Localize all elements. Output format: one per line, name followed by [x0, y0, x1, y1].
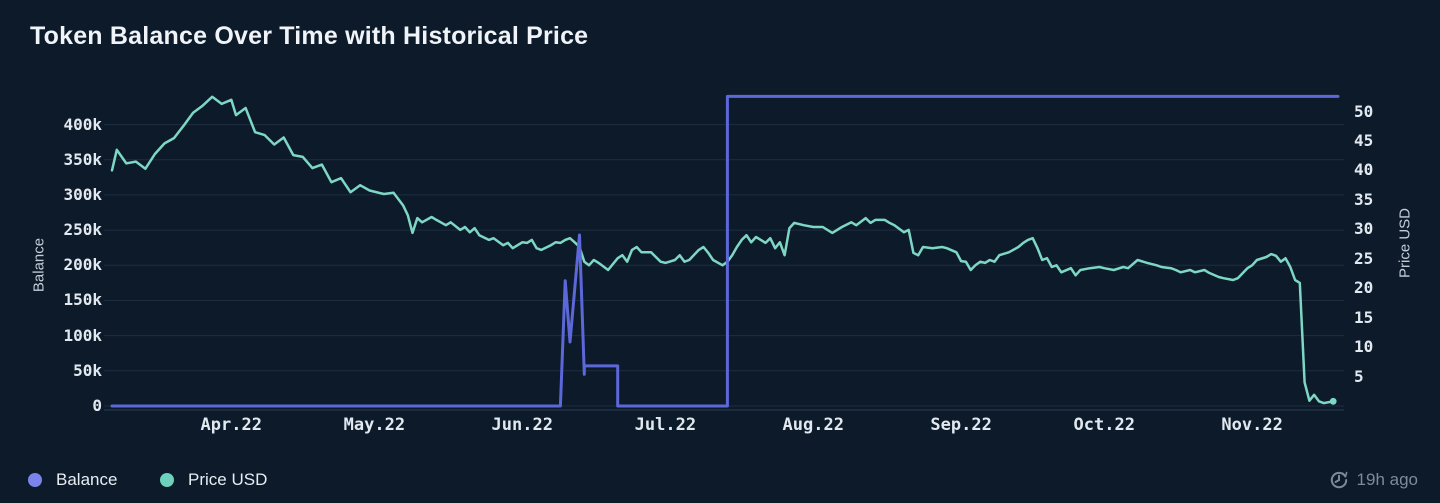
x-axis-tick: Sep.22: [930, 415, 992, 435]
y-axis-tick-left: 250k: [63, 220, 102, 240]
y-axis-tick-right: 35: [1354, 189, 1374, 209]
x-axis-tick: Jun.22: [491, 415, 553, 435]
price-usd-series-dot-icon: [160, 473, 174, 487]
y-axis-tick-right: 20: [1354, 278, 1374, 298]
y-axis-tick-left: 100k: [63, 325, 102, 345]
x-axis-tick: May.22: [343, 415, 406, 435]
y-axis-tick-left: 150k: [63, 290, 102, 310]
series-line-price-usd: [110, 95, 1335, 405]
x-axis-tick: Nov.22: [1221, 415, 1283, 435]
y-axis-tick-right: 25: [1354, 248, 1374, 268]
page-title: Token Balance Over Time with Historical …: [30, 22, 589, 50]
x-axis-tick: Oct.22: [1073, 415, 1135, 435]
y-axis-tick-right: 30: [1354, 219, 1374, 239]
clock-history-icon: [1330, 471, 1347, 489]
y-axis-tick-left: 300k: [63, 184, 102, 204]
last-updated: 19h ago: [1329, 457, 1418, 503]
footer: Balance Price USD 19h ago: [0, 457, 1440, 503]
y-axis-tick-right: 40: [1354, 160, 1374, 180]
x-axis-tick: Apr.22: [200, 415, 262, 435]
y-axis-tick-right: 5: [1354, 366, 1364, 386]
y-axis-tick-left: 50k: [73, 360, 102, 380]
x-axis-tick: Aug.22: [782, 415, 844, 435]
y-axis-tick-right: 50: [1354, 101, 1374, 121]
balance-series-dot-icon: [28, 473, 42, 487]
y-axis-tick-right: 45: [1354, 131, 1374, 150]
y-axis-tick-right: 15: [1354, 307, 1374, 327]
y-axis-tick-left: 350k: [63, 149, 102, 169]
legend-item-balance[interactable]: Balance: [28, 457, 117, 503]
legend-label: Price USD: [188, 470, 268, 489]
y-axis-tick-left: 400k: [63, 114, 102, 134]
x-axis-tick: Jul.22: [634, 415, 697, 435]
y-axis-tick-left: 200k: [63, 255, 102, 275]
legend-item-price-usd[interactable]: Price USD: [160, 457, 267, 503]
legend-label: Balance: [56, 470, 118, 489]
series-line-balance: [110, 94, 1340, 408]
y-axis-tick-left: 0: [92, 396, 102, 415]
series-end-dot: [1329, 397, 1337, 405]
y-axis-tick-right: 10: [1354, 337, 1374, 357]
last-updated-label: 19h ago: [1356, 470, 1418, 489]
